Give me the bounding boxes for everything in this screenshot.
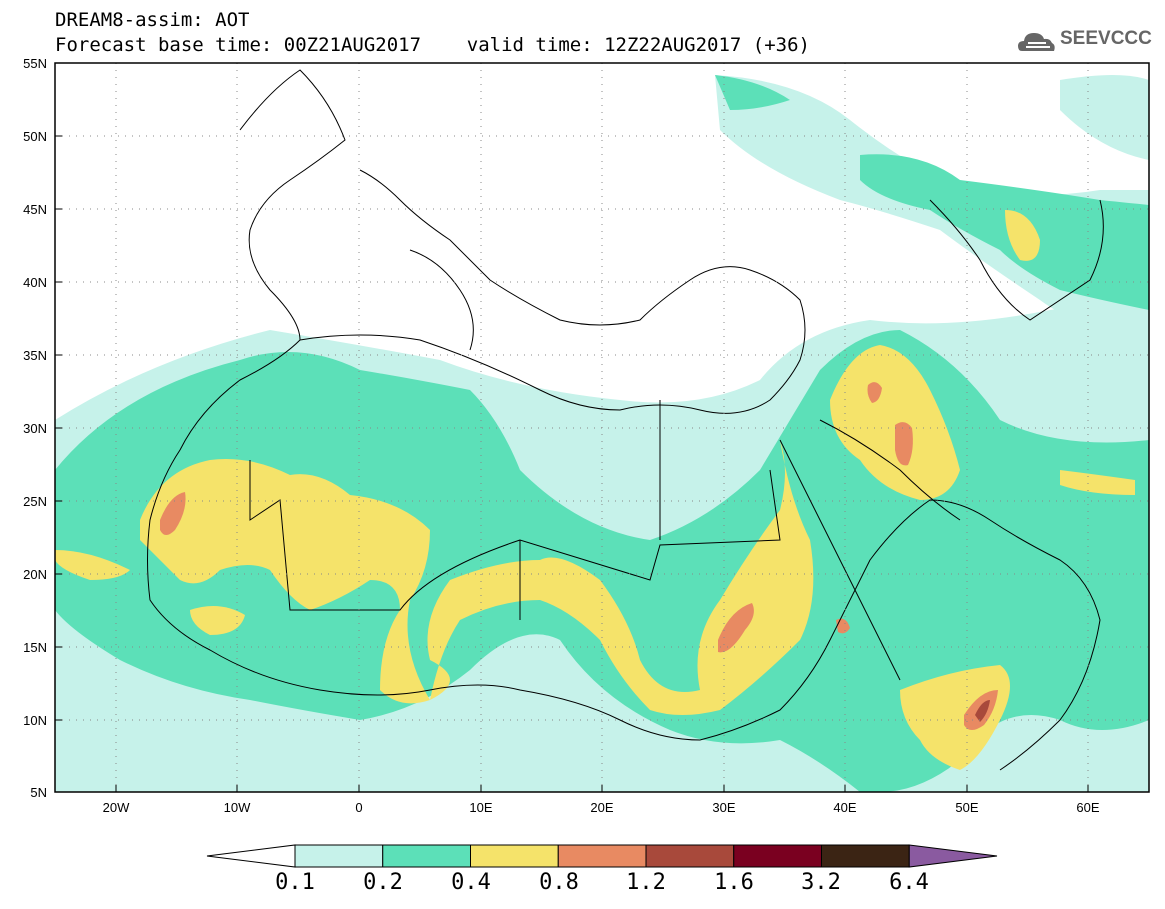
colorbar-swatch xyxy=(382,844,471,868)
colorbar-label: 0.8 xyxy=(539,870,579,895)
colorbar-label: 1.2 xyxy=(626,870,666,895)
colorbar-label: 3.2 xyxy=(801,870,841,895)
colorbar-swatch xyxy=(733,844,822,868)
lat-label: 55N xyxy=(23,56,47,71)
graticule xyxy=(55,63,1149,792)
lat-label: 40N xyxy=(23,275,47,290)
cloud-icon xyxy=(1018,33,1055,51)
map-title: DREAM8-assim: AOT xyxy=(55,9,250,31)
lat-label: 50N xyxy=(23,129,47,144)
lat-label: 30N xyxy=(23,421,47,436)
colorbar-under-arrow xyxy=(206,844,296,868)
lat-label: 35N xyxy=(23,348,47,363)
colorbar-swatch xyxy=(821,844,910,868)
colorbar-swatch xyxy=(294,844,384,868)
lon-label: 10E xyxy=(469,800,492,815)
aot-level-0.4 xyxy=(55,210,1135,770)
colorbar-swatch xyxy=(470,844,559,868)
logo-text: SEEVCCC xyxy=(1060,28,1152,49)
colorbar xyxy=(206,844,998,868)
colorbar-label: 0.2 xyxy=(363,870,403,895)
colorbar-over-arrow xyxy=(908,844,998,868)
lon-label: 50E xyxy=(955,800,978,815)
colorbar-label: 6.4 xyxy=(889,870,929,895)
lon-label: 20W xyxy=(103,800,130,815)
colorbar-label: 0.4 xyxy=(451,870,491,895)
lat-label: 25N xyxy=(23,494,47,509)
lat-label: 15N xyxy=(23,640,47,655)
colorbar-label: 0.1 xyxy=(275,870,315,895)
coastlines xyxy=(147,69,1104,771)
lat-label: 5N xyxy=(30,785,47,800)
lon-label: 0 xyxy=(355,800,362,815)
lon-label: 20E xyxy=(590,800,613,815)
colorbar-label: 1.6 xyxy=(714,870,754,895)
colorbar-swatch xyxy=(645,844,735,868)
aot-level-1.2 xyxy=(975,700,990,722)
forecast-time-info: Forecast base time: 00Z21AUG2017 valid t… xyxy=(55,34,810,56)
lat-label: 45N xyxy=(23,202,47,217)
latitude-labels: 55N 50N 45N 40N 35N 30N 25N 20N 15N 10N … xyxy=(23,56,47,800)
lat-label: 20N xyxy=(23,567,47,582)
lon-label: 40E xyxy=(833,800,856,815)
axis-ticks xyxy=(55,62,1089,792)
lon-label: 60E xyxy=(1076,800,1099,815)
lat-label: 10N xyxy=(23,713,47,728)
colorbar-swatch xyxy=(557,844,647,868)
lon-label: 30E xyxy=(712,800,735,815)
longitude-labels: 20W 10W 0 10E 20E 30E 40E 50E 60E xyxy=(103,800,1100,815)
lon-label: 10W xyxy=(224,800,251,815)
